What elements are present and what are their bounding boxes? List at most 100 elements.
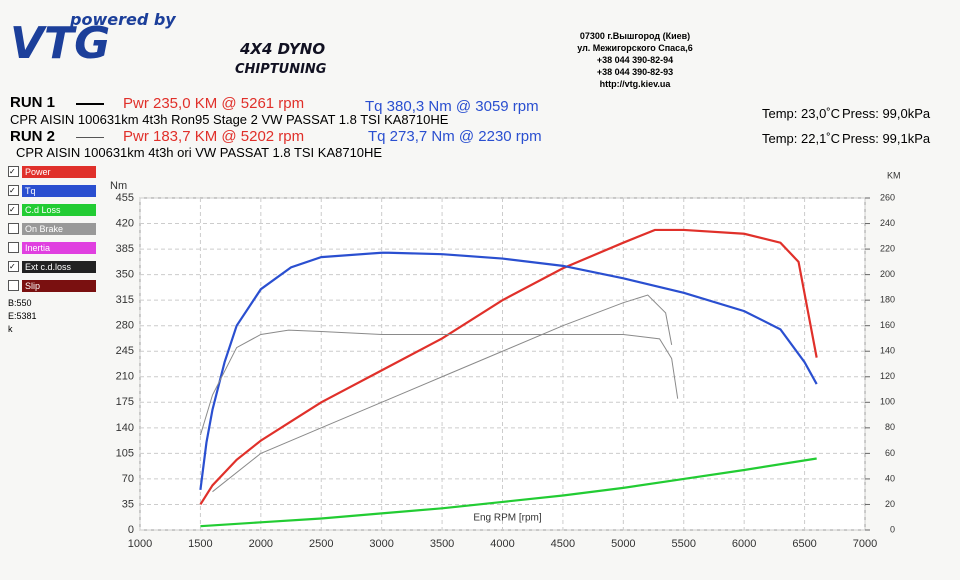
- y-axis-label: Nm: [110, 180, 127, 192]
- x-tick-label: 6500: [792, 538, 816, 550]
- y-tick-label: 105: [116, 447, 134, 459]
- y2-tick-label: 240: [880, 218, 895, 228]
- address-line: +38 044 390-82-94: [596, 55, 674, 65]
- logo: VTG: [10, 18, 111, 69]
- x-tick-label: 3000: [369, 538, 393, 550]
- series-line: [199, 329, 679, 436]
- info: B:550: [8, 298, 32, 308]
- info: E:5381: [8, 311, 37, 321]
- option[interactable]: Slip: [8, 279, 96, 292]
- y-tick-label: 420: [116, 217, 134, 229]
- series-line: [199, 251, 818, 491]
- x-tick-label: 4500: [551, 538, 575, 550]
- option[interactable]: ✓ Power: [8, 165, 96, 178]
- y2-axis-label: KM: [887, 170, 901, 180]
- run-torque: Tq 273,7 Nm @ 2230 rpm: [368, 128, 542, 145]
- option-label: C.d Loss: [22, 203, 96, 216]
- x-tick-label: 4000: [490, 538, 514, 550]
- y2-tick-label: 200: [880, 269, 895, 279]
- press: Press: 99,1kPa: [842, 131, 931, 146]
- address-line: ул. Межигорского Спаса,6: [577, 43, 693, 53]
- checkbox[interactable]: [8, 280, 19, 291]
- y2-tick-label: 80: [885, 422, 895, 432]
- run-power: Pwr 183,7 KM @ 5202 rpm: [123, 128, 305, 145]
- y-tick-label: 245: [116, 345, 134, 357]
- run-label: RUN 1: [10, 94, 56, 111]
- run1-line: [76, 103, 104, 105]
- y-tick-label: 70: [122, 473, 134, 485]
- run2-line: [76, 137, 104, 138]
- x-tick-label: 1500: [188, 538, 212, 550]
- checkbox[interactable]: [8, 242, 19, 253]
- run-desc: CPR AISIN 100631km 4t3h ori VW PASSAT 1.…: [16, 145, 383, 160]
- temp: Temp: 23,0˚C: [762, 106, 841, 121]
- address-line: +38 044 390-82-93: [596, 67, 674, 77]
- temp: Temp: 22,1˚C: [762, 131, 841, 146]
- y2-tick-label: 260: [880, 192, 895, 202]
- option[interactable]: ✓ C.d Loss: [8, 203, 96, 216]
- y-tick-label: 350: [116, 269, 134, 281]
- y2-tick-label: 40: [885, 473, 895, 483]
- x-tick-label: 5500: [672, 538, 696, 550]
- run-desc: CPR AISIN 100631km 4t3h Ron95 Stage 2 VW…: [10, 112, 449, 127]
- address-line: 07300 г.Вышгород (Киев): [579, 31, 691, 41]
- series-line: [200, 457, 817, 528]
- y2-tick-label: 100: [880, 397, 895, 407]
- y-tick-label: 210: [116, 371, 134, 383]
- option-label: Slip: [22, 279, 96, 292]
- checkbox[interactable]: [8, 223, 19, 234]
- x-axis-label: Eng RPM [rpm]: [473, 513, 542, 524]
- checkbox[interactable]: ✓: [8, 185, 19, 196]
- x-tick-label: 5000: [611, 538, 635, 550]
- option[interactable]: ✓ Tq: [8, 184, 96, 197]
- dyno-title: 4X4 DYNO: [240, 40, 326, 58]
- option-label: Ext c.d.loss: [22, 260, 96, 273]
- address-line: http://vtg.kiev.ua: [599, 79, 671, 89]
- y2-tick-label: 140: [880, 346, 895, 356]
- y-tick-label: 35: [122, 498, 134, 510]
- y2-tick-label: 180: [880, 295, 895, 305]
- x-tick-label: 2000: [249, 538, 273, 550]
- press: Press: 99,0kPa: [842, 106, 931, 121]
- checkbox[interactable]: ✓: [8, 261, 19, 272]
- option-label: Inertia: [22, 241, 96, 254]
- run-label: RUN 2: [10, 128, 56, 145]
- series-line: [212, 294, 673, 493]
- checkbox[interactable]: ✓: [8, 204, 19, 215]
- y2-tick-label: 160: [880, 320, 895, 330]
- y-tick-label: 0: [128, 524, 134, 536]
- run-torque: Tq 380,3 Nm @ 3059 rpm: [365, 98, 539, 115]
- option-panel: ✓ Power ✓ Tq ✓ C.d Loss On Brake Inertia ✓ Ext c.…: [8, 165, 96, 337]
- series-line: [199, 228, 818, 506]
- y2-tick-label: 60: [885, 448, 895, 458]
- option-label: Tq: [22, 184, 96, 197]
- y-tick-label: 175: [116, 396, 134, 408]
- x-tick-label: 7000: [853, 538, 877, 550]
- option[interactable]: ✓ Ext c.d.loss: [8, 260, 96, 273]
- option[interactable]: Inertia: [8, 241, 96, 254]
- y2-tick-label: 20: [885, 499, 895, 509]
- x-tick-label: 6000: [732, 538, 756, 550]
- chiptuning: CHIPTUNING: [235, 62, 327, 77]
- option[interactable]: On Brake: [8, 222, 96, 235]
- y-tick-label: 280: [116, 320, 134, 332]
- y2-tick-label: 120: [880, 371, 895, 381]
- x-tick-label: 1000: [128, 538, 152, 550]
- y-tick-label: 140: [116, 422, 134, 434]
- y-tick-label: 385: [116, 243, 134, 255]
- option-label: On Brake: [22, 222, 96, 235]
- checkbox[interactable]: ✓: [8, 166, 19, 177]
- info: k: [8, 324, 13, 334]
- x-tick-label: 3500: [430, 538, 454, 550]
- address: 07300 г.Вышгород (Киев) ул. Межигорского …: [565, 30, 705, 90]
- x-tick-label: 2500: [309, 538, 333, 550]
- powered-by: powered by: [70, 10, 176, 29]
- y2-tick-label: 220: [880, 243, 895, 253]
- y2-tick-label: 0: [890, 524, 895, 534]
- y-tick-label: 315: [116, 294, 134, 306]
- run-power: Pwr 235,0 KM @ 5261 rpm: [123, 95, 305, 112]
- y-tick-label: 455: [116, 192, 134, 204]
- option-label: Power: [22, 165, 96, 178]
